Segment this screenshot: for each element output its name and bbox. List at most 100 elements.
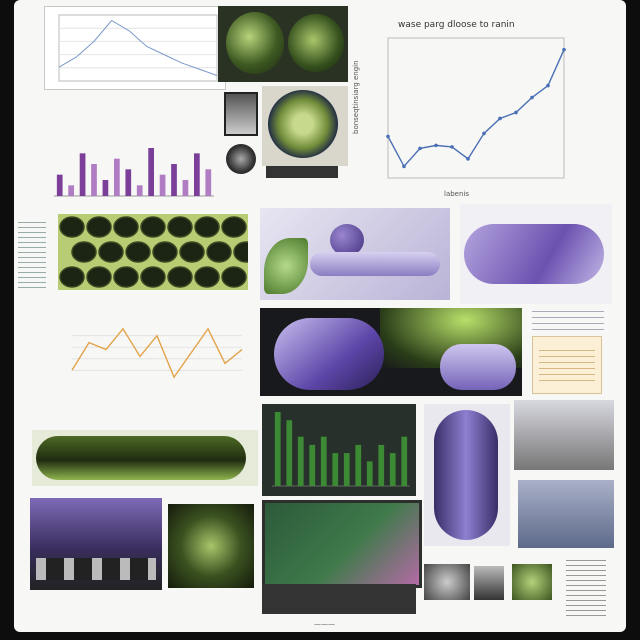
- small-line-chart: [44, 6, 226, 90]
- green-heat-panel: [262, 500, 422, 588]
- bar: [125, 169, 132, 196]
- bar: [102, 180, 109, 196]
- gray-photo-top: [514, 400, 614, 470]
- series-line: [58, 19, 218, 76]
- bar: [56, 174, 63, 196]
- main-line-chart: wase parg dloose to ranin bonseqtinsiarg…: [344, 14, 574, 200]
- round-specimen-photo: [262, 86, 348, 166]
- data-point: [466, 157, 470, 161]
- cell: [194, 266, 220, 288]
- cell: [206, 241, 232, 263]
- green-spheres-photo: [218, 6, 348, 82]
- building-windows: [36, 558, 156, 580]
- bar: [182, 180, 189, 196]
- leaf-shape: [264, 238, 308, 294]
- cell: [86, 266, 112, 288]
- dark-status-strip: [262, 584, 416, 614]
- cell: [59, 266, 85, 288]
- side-text-strip: [18, 218, 46, 288]
- purple-knot: [274, 318, 384, 390]
- cell: [233, 241, 248, 263]
- cell: [221, 216, 247, 238]
- purple-branch: [464, 224, 604, 284]
- bar: [389, 453, 396, 486]
- cell: [194, 216, 220, 238]
- blue-gray-photo: [518, 480, 614, 548]
- cell: [113, 216, 139, 238]
- bar: [91, 164, 97, 196]
- cell: [179, 241, 205, 263]
- purple-render-branch: [460, 204, 612, 304]
- bar: [159, 174, 166, 196]
- data-point: [530, 95, 534, 100]
- data-point: [450, 145, 454, 149]
- cell: [125, 241, 151, 263]
- bar: [79, 153, 86, 196]
- green-sphere-left: [226, 12, 284, 74]
- cell: [86, 216, 112, 238]
- data-point: [546, 83, 550, 88]
- data-point: [514, 110, 518, 115]
- cell: [221, 266, 247, 288]
- bar: [205, 169, 212, 196]
- purple-vase: [434, 410, 498, 540]
- bar: [114, 158, 120, 196]
- small-dish-thumbnail: [224, 142, 260, 178]
- bar: [401, 436, 408, 486]
- note-card: [532, 336, 602, 394]
- cell: [59, 216, 85, 238]
- series-line: [71, 327, 243, 379]
- green-coil: [36, 436, 246, 480]
- thumb-3: [512, 564, 552, 600]
- data-point: [434, 143, 438, 148]
- bar: [274, 412, 281, 486]
- main-chart-title: wase parg dloose to ranin: [398, 20, 515, 30]
- bar: [148, 148, 154, 196]
- bar: [355, 444, 362, 486]
- purple-tube: [310, 252, 440, 276]
- cell-mosaic-svg: [59, 216, 248, 288]
- small-line-chart-svg: [58, 14, 218, 82]
- data-point: [386, 134, 390, 139]
- orange-line-chart-svg: [71, 327, 243, 379]
- purple-sphere: [330, 224, 364, 256]
- bar: [194, 153, 200, 196]
- bar: [286, 420, 293, 486]
- collage-sheet: wase parg dloose to ranin bonseqtinsiarg…: [14, 0, 626, 632]
- cell: [140, 216, 166, 238]
- green-coil-render: [32, 430, 258, 486]
- small-dish: [226, 144, 256, 174]
- green-bar-chart: [262, 404, 416, 496]
- grayscale-thumbnail: [224, 92, 258, 136]
- cell: [71, 241, 97, 263]
- thumb-1: [424, 564, 470, 600]
- plot-frame: [387, 37, 565, 179]
- green-cell-mosaic: [58, 214, 248, 290]
- cell: [167, 266, 193, 288]
- bar: [136, 185, 143, 196]
- data-point: [498, 116, 502, 121]
- cell: [167, 216, 193, 238]
- thumb-2: [474, 566, 504, 600]
- main-chart-xlabel: labenis: [444, 190, 470, 198]
- plot-frame: [58, 14, 218, 82]
- purple-render-leaf: [260, 208, 450, 300]
- note-lines: [539, 345, 595, 385]
- purple-bar-chart: [40, 140, 220, 202]
- purple-tube-right: [440, 344, 516, 390]
- bar: [320, 436, 327, 486]
- bar: [297, 436, 304, 486]
- bottom-tag: ———: [314, 620, 335, 628]
- orange-line-chart: [38, 314, 248, 414]
- dark-label-strip: [266, 166, 338, 178]
- text-block-right: [566, 556, 606, 616]
- purple-building-photo: [30, 498, 162, 590]
- specimen-dish: [268, 90, 338, 158]
- data-point: [562, 47, 566, 52]
- cell: [152, 241, 178, 263]
- bar: [343, 453, 350, 486]
- bar: [366, 461, 373, 486]
- cell: [113, 266, 139, 288]
- green-fern-photo: [168, 504, 254, 588]
- data-point: [482, 131, 486, 136]
